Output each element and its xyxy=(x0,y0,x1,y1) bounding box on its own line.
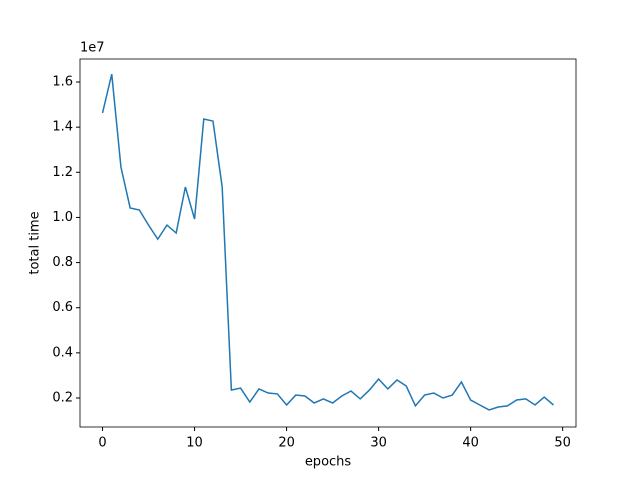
x-tick-label: 0 xyxy=(98,436,106,451)
x-tick-label: 40 xyxy=(462,436,479,451)
x-axis-label: epochs xyxy=(305,455,352,470)
y-offset-label: 1e7 xyxy=(80,41,105,56)
plot-frame xyxy=(79,58,577,428)
y-tick-label: 1.0 xyxy=(52,210,73,225)
y-tick-label: 1.6 xyxy=(52,75,73,90)
x-tick-label: 10 xyxy=(186,436,203,451)
x-tick-label: 30 xyxy=(370,436,387,451)
y-tick-label: 1.2 xyxy=(52,165,73,180)
data-line xyxy=(101,73,554,411)
y-axis-label: total time xyxy=(28,211,43,274)
y-tick-label: 0.4 xyxy=(52,345,73,360)
x-tick-label: 20 xyxy=(278,436,295,451)
y-tick-label: 0.8 xyxy=(52,255,73,270)
y-tick-label: 1.4 xyxy=(52,120,73,135)
y-tick-label: 0.6 xyxy=(52,300,73,315)
y-tick-label: 0.2 xyxy=(52,390,73,405)
x-tick-label: 50 xyxy=(554,436,571,451)
